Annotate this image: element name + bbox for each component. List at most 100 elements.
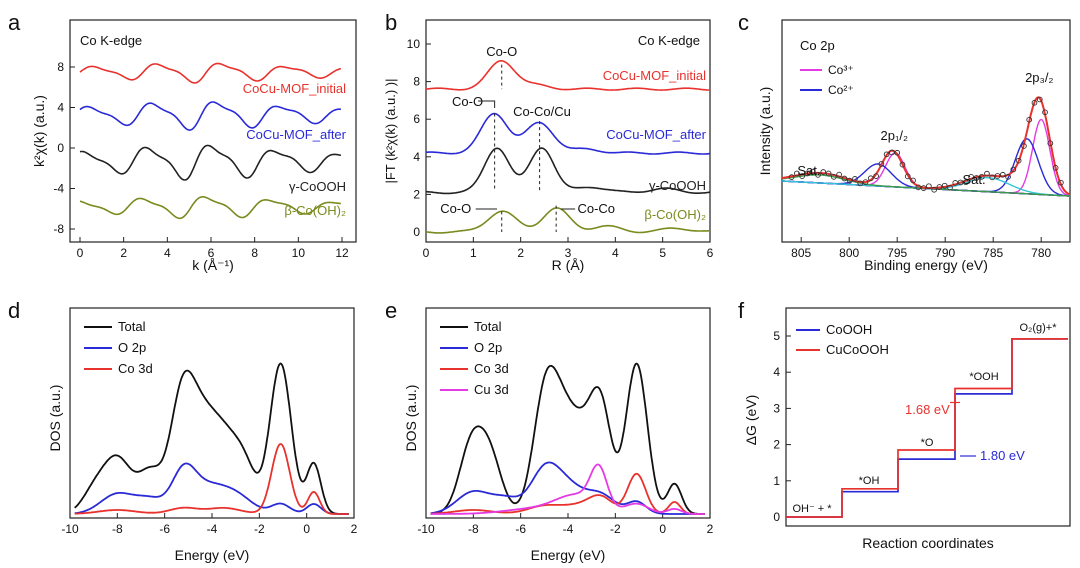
panel-a-ytick--8-label: -8	[53, 222, 64, 236]
panel-c-data-point	[809, 168, 816, 175]
panel-c-envelope	[781, 96, 1070, 196]
panel-c-data-point	[867, 175, 874, 182]
panel-d-ylabel: DOS (a.u.)	[47, 385, 63, 452]
panel-d-xtick--6-label: -6	[159, 522, 170, 536]
panel-a-title: Co K-edge	[80, 33, 142, 48]
panel-a-series-1	[79, 101, 341, 131]
panel-e-legend-label-0: Total	[474, 319, 502, 334]
panel-a-xtick-0-label: 0	[77, 246, 84, 260]
panel-c-data-point	[794, 170, 800, 177]
panel-d-legend-label-0: Total	[118, 319, 146, 334]
panel-a-xtick-10-label: 10	[292, 246, 306, 260]
panel-b-series-0	[425, 60, 711, 91]
panel-c-annot-3: 2p₃/₂	[1025, 70, 1053, 85]
panel-e-xtick--8-label: -8	[468, 522, 479, 536]
panel-c-data-point	[994, 173, 1001, 179]
panel-c-data-point	[857, 180, 864, 187]
panel-e-legend-label-3: Cu 3d	[474, 382, 509, 397]
panel-b-annot-2: Co-Co/Cu	[513, 104, 571, 119]
panel-c-data-point	[920, 185, 927, 191]
panel-f-series-1	[786, 338, 1068, 518]
panel-e-xtick--6-label: -6	[515, 522, 526, 536]
panel-b-xtick-6-label: 6	[707, 246, 714, 260]
panel-c-xtick-790-label: 790	[935, 246, 955, 260]
panel-c-data-point	[899, 161, 906, 168]
panel-letter-c: c	[738, 10, 749, 35]
panel-c-data-point	[904, 173, 911, 180]
panel-f-step-label-0: OH⁻ + *	[792, 503, 832, 515]
panel-c-data-point	[984, 170, 990, 177]
panel-c-data-point	[799, 173, 806, 179]
panel-c-xtick-805-label: 805	[791, 246, 811, 260]
panel-a-xtick-4-label: 4	[164, 246, 171, 260]
panel-a-series-0	[79, 62, 342, 84]
panel-b-annot-0: Co-O	[486, 44, 517, 59]
panel-c-data-point	[1047, 140, 1054, 147]
panel-b-title: Co K-edge	[638, 33, 700, 48]
panel-e-series-2	[430, 472, 705, 515]
panel-f-legend-label-0: CoOOH	[826, 322, 872, 337]
panel-c-data-point	[889, 149, 895, 156]
panel-d-legend-label-1: O 2p	[118, 340, 146, 355]
panel-f-ytick-3-label: 3	[773, 401, 780, 415]
panel-a-ytick-0-label: 0	[57, 141, 64, 155]
panel-f-ytick-4-label: 4	[773, 365, 780, 379]
panel-c-data-point	[1058, 179, 1064, 186]
panel-letter-a: a	[8, 10, 21, 35]
panel-c-annot-0: Sat.	[797, 163, 820, 178]
panel-d-xtick-0-label: 0	[303, 522, 310, 536]
panel-c-data-point	[788, 174, 795, 180]
panel-d-xtick-2-label: 2	[351, 522, 358, 536]
panel-c-data-point	[962, 179, 969, 186]
panel-c-data-point	[915, 184, 922, 191]
panel-b-series-label-0: CoCu-MOF_initial	[603, 68, 706, 83]
panel-f-ytick-0-label: 0	[773, 510, 780, 524]
panel-d-xtick--2-label: -2	[254, 522, 265, 536]
panel-a-frame	[69, 19, 357, 243]
panel-c-annot-2: 2p₁/₂	[881, 128, 909, 143]
panel-e-legend-label-2: Co 3d	[474, 361, 509, 376]
panel-b-xtick-0-label: 0	[423, 246, 430, 260]
panel-f-annot-0: 1.68 eV	[905, 402, 950, 417]
panel-c-legend-label-0: Co³⁺	[828, 63, 854, 77]
panel-c-data-point	[873, 173, 879, 179]
panel-c-ylabel: Intensity (a.u.)	[757, 87, 773, 176]
panel-c-xtick-795-label: 795	[887, 246, 907, 260]
panel-b-ylabel: |FT (k²χ(k) (a.u.) )|	[383, 78, 398, 183]
panel-a-ytick-4-label: 4	[57, 101, 64, 115]
panel-c-data-point	[1031, 99, 1038, 106]
panel-c-frame	[781, 19, 1071, 243]
panel-b-ytick-4-label: 4	[413, 150, 420, 164]
panel-c-data-point	[883, 151, 890, 158]
panel-c-xlabel: Binding energy (eV)	[864, 257, 988, 273]
panel-c-annot-1: Sat.	[962, 172, 985, 187]
panel-c-data-point	[836, 171, 842, 178]
panel-c-data-point	[825, 170, 832, 177]
panel-d-series-1	[74, 462, 349, 515]
panel-c-data-point	[1021, 143, 1027, 149]
panel-c-data-point	[862, 179, 869, 185]
panel-b-ytick-0-label: 0	[413, 225, 420, 239]
panel-a-xtick-12-label: 12	[335, 246, 349, 260]
panel-c-data-point	[952, 180, 959, 186]
panel-d-xtick--4-label: -4	[207, 522, 218, 536]
panel-c-data-point	[846, 177, 853, 184]
panel-b-xtick-5-label: 5	[659, 246, 666, 260]
panel-d-frame	[69, 307, 355, 519]
panel-f-annot-1: 1.80 eV	[980, 448, 1025, 463]
panel-b-annot-1: Co-O	[452, 94, 483, 109]
panel-f-ytick-5-label: 5	[773, 329, 780, 343]
panel-a-series-label-1: CoCu-MOF_after	[246, 127, 346, 142]
panel-c-data-point	[957, 179, 964, 186]
panel-b-xtick-2-label: 2	[517, 246, 524, 260]
panel-b-xtick-1-label: 1	[470, 246, 477, 260]
panel-e-ylabel: DOS (a.u.)	[403, 385, 419, 452]
panel-letter-d: d	[8, 298, 20, 323]
panel-a-xtick-2-label: 2	[120, 246, 127, 260]
panel-f-step-label-3: *OOH	[969, 371, 998, 383]
panel-c-data-point	[999, 171, 1006, 178]
panel-a-xtick-8-label: 8	[251, 246, 258, 260]
panel-c-data-point	[804, 170, 811, 177]
panel-f-legend-label-1: CuCoOOH	[826, 342, 889, 357]
panel-e-xtick--4-label: -4	[563, 522, 574, 536]
